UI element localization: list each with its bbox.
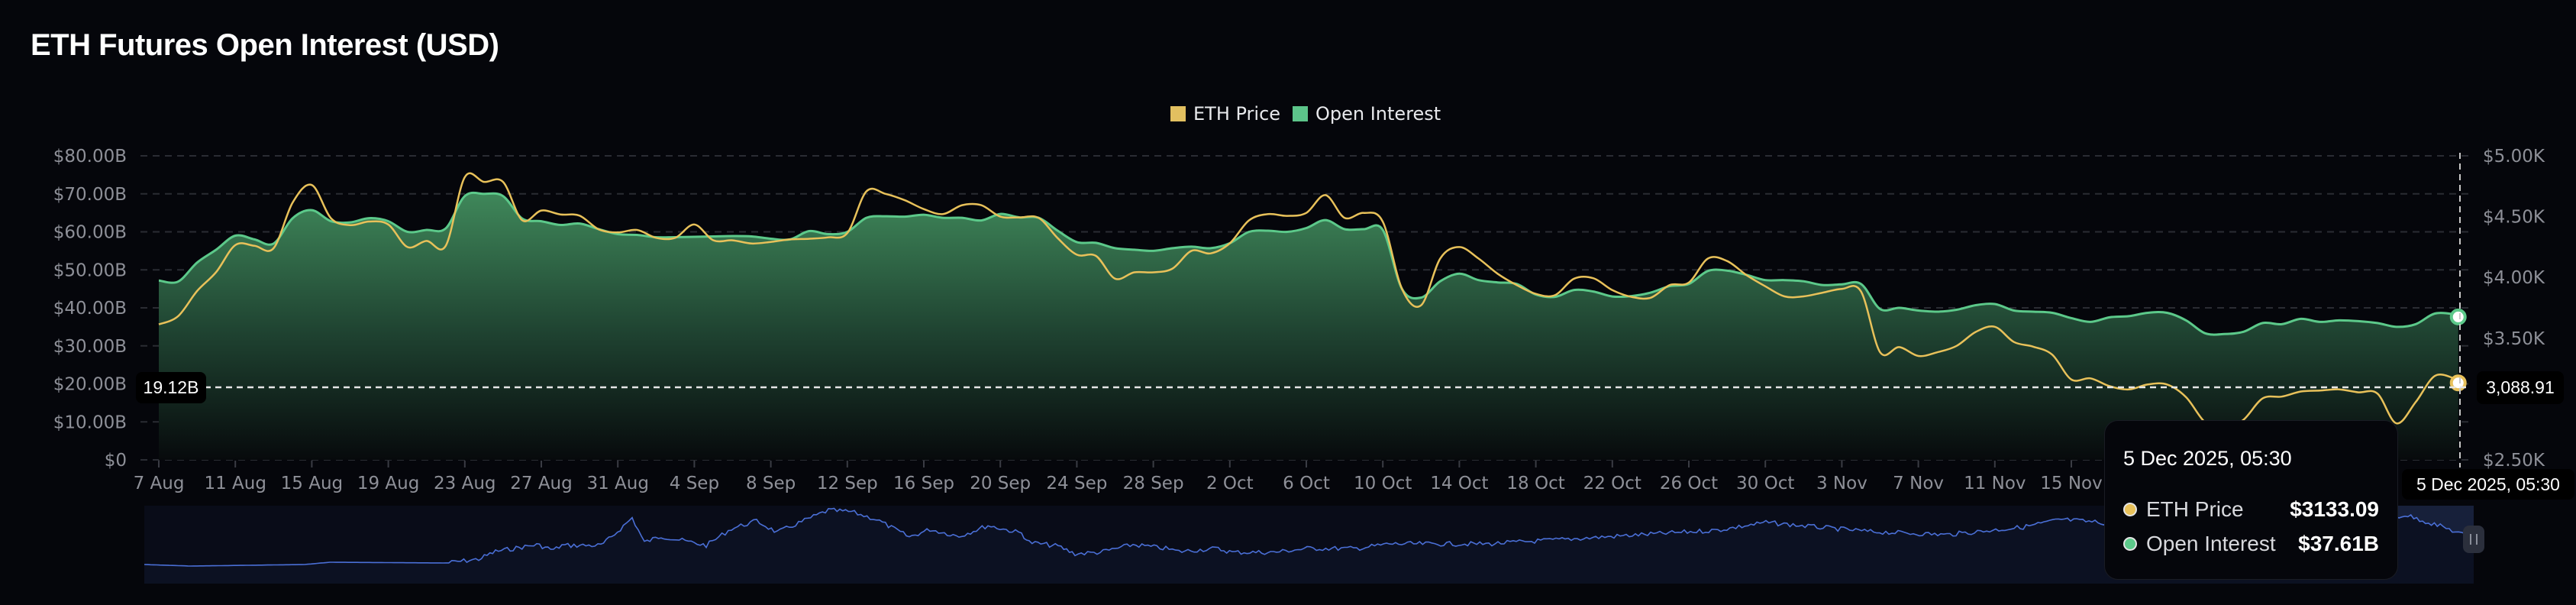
x-axis-tick-label: 3 Nov (1816, 474, 1867, 493)
legend-swatch-open-interest[interactable] (1293, 106, 1308, 121)
tooltip-row-open-interest: Open Interest $37.61B (2123, 529, 2379, 559)
x-axis-tick-label: 22 Oct (1583, 474, 1641, 493)
x-axis-tick-label: 7 Nov (1893, 474, 1944, 493)
navigator-handle[interactable] (2463, 526, 2484, 553)
x-axis-tick-label: 15 Aug (281, 474, 344, 493)
left-axis-tick-label: $30.00B (53, 337, 127, 357)
eth-price-line (158, 172, 2459, 431)
x-axis-tick-label: 10 Oct (1354, 474, 1412, 493)
left-axis: $0 $10.00B $20.00B $30.00B $40.00B $50.00B $60… (53, 147, 127, 471)
x-axis: 7 Aug 11 Aug 15 Aug 19 Aug 23 Aug 27 Aug 31 Au… (134, 461, 2103, 493)
left-axis-tick-label: $60.00B (53, 223, 127, 243)
tooltip-row-eth-price: ETH Price $3133.09 (2123, 494, 2379, 525)
right-axis-tick-label: $5.00K (2483, 147, 2545, 167)
right-axis-tick-label: $4.00K (2483, 268, 2545, 288)
crosshair-x-label: 5 Dec 2025, 05:30 (2402, 469, 2574, 500)
left-axis-tick-label: $0 (105, 451, 127, 471)
x-axis-tick-label: 28 Sep (1123, 474, 1184, 493)
x-axis-tick-label: 31 Aug (586, 474, 649, 493)
data-points (2449, 308, 2467, 392)
tooltip-date: 5 Dec 2025, 05:30 (2123, 447, 2292, 470)
legend-label-eth-price[interactable]: ETH Price (1193, 103, 1280, 125)
legend-swatch-eth-price[interactable] (1170, 106, 1186, 121)
open-interest-area (159, 192, 2458, 460)
right-axis-tick-label: $3.50K (2483, 329, 2545, 349)
tooltip-label: Open Interest (2146, 532, 2276, 555)
x-axis-tick-label: 15 Nov (2040, 474, 2102, 493)
crosshair-left-label: 19.12B (136, 372, 206, 403)
x-axis-tick-label: 12 Sep (817, 474, 878, 493)
x-axis-tick-label: 23 Aug (434, 474, 496, 493)
eth-price-dot-icon (2123, 503, 2137, 516)
open-interest-hover-marker (2449, 308, 2467, 325)
page-title: ETH Futures Open Interest (USD) (31, 28, 499, 62)
x-axis-tick-label: 7 Aug (134, 474, 185, 493)
left-axis-tick-label: $80.00B (53, 147, 127, 167)
eth-price-hover-marker (2449, 374, 2467, 392)
left-axis-tick-label: $40.00B (53, 299, 127, 319)
navigator-area (144, 508, 2474, 584)
navigator-line (144, 507, 2474, 567)
right-axis: $2.50K $3.50K $4.00K $4.50K $5.00K (2483, 147, 2545, 471)
x-axis-tick-label: 20 Sep (970, 474, 1031, 493)
legend-label-open-interest[interactable]: Open Interest (1315, 103, 1441, 125)
x-axis-tick-label: 11 Nov (1964, 474, 2026, 493)
x-axis-tick-label: 11 Aug (204, 474, 266, 493)
legend: ETH Price Open Interest (1170, 103, 1441, 125)
x-axis-tick-label: 18 Oct (1506, 474, 1564, 493)
tooltip-label: ETH Price (2146, 497, 2244, 521)
x-axis-tick-label: 6 Oct (1283, 474, 1330, 493)
x-axis-tick-label: 4 Sep (670, 474, 719, 493)
x-axis-tick-label: 24 Sep (1046, 474, 1107, 493)
x-axis-tick-label: 30 Oct (1736, 474, 1794, 493)
x-axis-tick-label: 14 Oct (1430, 474, 1488, 493)
left-axis-tick-label: $70.00B (53, 185, 127, 205)
right-axis-tick-label: $2.50K (2483, 451, 2545, 471)
open-interest-dot-icon (2123, 537, 2137, 551)
tooltip: 5 Dec 2025, 05:30 ETH Price $3133.09 Ope… (2104, 420, 2398, 580)
x-axis-tick-label: 19 Aug (357, 474, 420, 493)
x-axis-tick-label: 8 Sep (746, 474, 796, 493)
crosshair-right-label: 3,088.91 (2477, 371, 2564, 404)
left-axis-tick-label: $50.00B (53, 260, 127, 280)
x-axis-tick-label: 16 Sep (893, 474, 954, 493)
open-interest-line (158, 191, 2459, 336)
x-axis-tick-label: 26 Oct (1660, 474, 1718, 493)
x-axis-tick-label: 27 Aug (510, 474, 573, 493)
tooltip-value: $3133.09 (2290, 497, 2379, 521)
right-axis-tick-label: $4.50K (2483, 208, 2545, 228)
left-axis-tick-label: $10.00B (53, 412, 127, 432)
left-axis-tick-label: $20.00B (53, 375, 127, 395)
tooltip-value: $37.61B (2298, 532, 2379, 555)
x-axis-tick-label: 2 Oct (1206, 474, 1254, 493)
